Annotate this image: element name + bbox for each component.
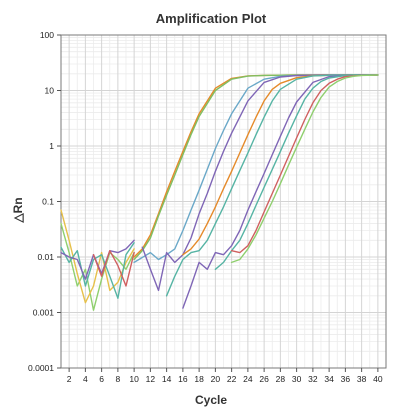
x-tick-label: 38 <box>357 374 367 384</box>
x-tick-label: 36 <box>341 374 351 384</box>
x-tick-label: 12 <box>146 374 156 384</box>
y-tick-label: 0.1 <box>42 197 54 207</box>
series-layer <box>60 74 379 311</box>
x-tick-label: 24 <box>243 374 253 384</box>
series-line-15 <box>230 74 379 264</box>
y-tick-label: 0.0001 <box>28 363 54 373</box>
y-tick-label: 100 <box>40 30 54 40</box>
y-tick-label: 10 <box>45 86 55 96</box>
x-tick-label: 30 <box>292 374 302 384</box>
x-tick-label: 10 <box>129 374 139 384</box>
series-line-5 <box>92 249 135 287</box>
y-tick-label: 0.001 <box>33 308 55 318</box>
y-tick-label: 0.01 <box>37 252 54 262</box>
x-tick-label: 18 <box>194 374 204 384</box>
x-tick-label: 28 <box>276 374 286 384</box>
x-tick-label: 4 <box>83 374 88 384</box>
x-tick-label: 26 <box>259 374 269 384</box>
series-line-14 <box>230 74 379 254</box>
series-line-1 <box>60 222 135 311</box>
series-line-13 <box>214 74 379 270</box>
y-tick-label: 1 <box>49 141 54 151</box>
y-axis: 0.0001 0.001 0.01 0.1 1 10 100 <box>28 30 61 373</box>
series-line-11 <box>165 74 379 297</box>
x-tick-label: 14 <box>162 374 172 384</box>
x-tick-label: 6 <box>99 374 104 384</box>
x-axis-title: Cycle <box>195 393 227 407</box>
chart-title: Amplification Plot <box>156 11 267 26</box>
x-tick-label: 32 <box>308 374 318 384</box>
series-line-12 <box>182 74 379 309</box>
x-tick-label: 20 <box>211 374 221 384</box>
x-tick-label: 16 <box>178 374 188 384</box>
y-axis-title: △Rn <box>11 197 25 223</box>
x-tick-label: 40 <box>373 374 383 384</box>
x-tick-label: 8 <box>116 374 121 384</box>
x-axis: 2 4 6 8 10 12 14 16 18 20 22 24 26 28 30 32 34 36 38 40 <box>67 368 383 384</box>
x-tick-label: 22 <box>227 374 237 384</box>
x-tick-label: 2 <box>67 374 72 384</box>
x-tick-label: 34 <box>324 374 334 384</box>
